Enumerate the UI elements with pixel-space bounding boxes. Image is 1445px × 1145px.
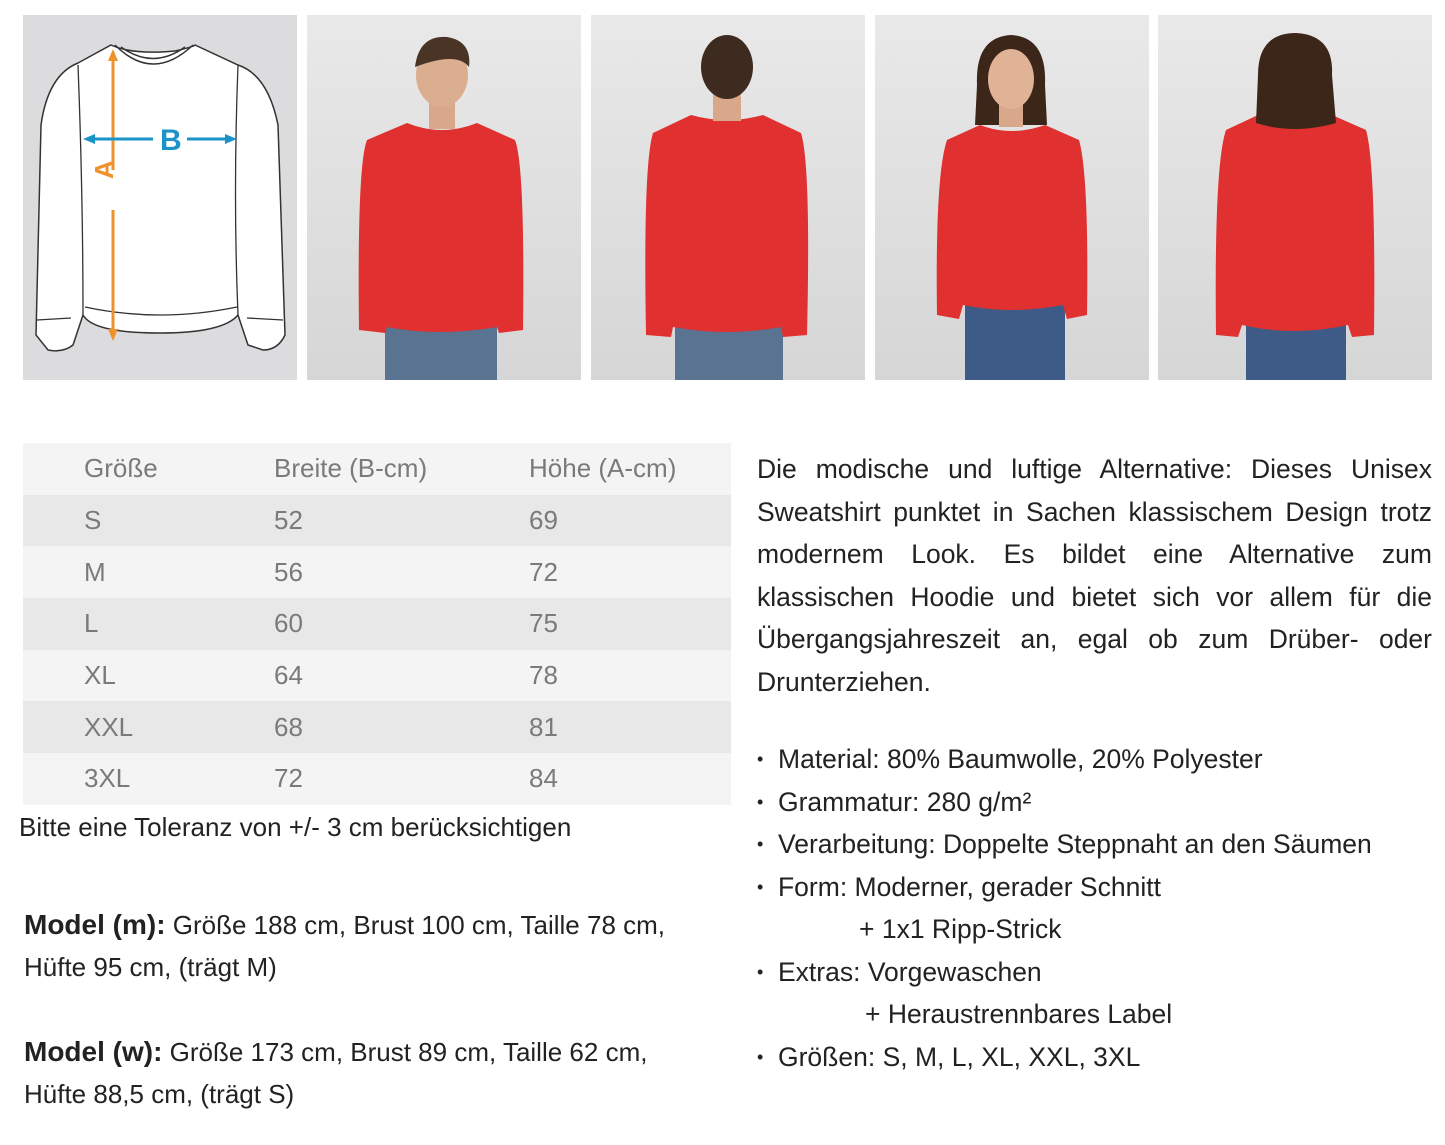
cell: S <box>84 505 102 536</box>
cell: 78 <box>529 660 558 691</box>
label-a: A <box>89 160 119 179</box>
cell: 81 <box>529 711 558 742</box>
feature-sizes: Größen: S, M, L, XL, XXL, 3XL <box>757 1036 1372 1079</box>
cell: 64 <box>274 660 303 691</box>
cell: 3XL <box>84 763 131 794</box>
cell: M <box>84 556 106 587</box>
cell: 52 <box>274 505 303 536</box>
photo-man-back <box>591 15 865 380</box>
feature-form: Form: Moderner, gerader Schnitt <box>757 866 1372 909</box>
label-b: B <box>160 124 182 157</box>
product-description: Die modische und luftige Alternative: Di… <box>757 454 1432 697</box>
header-width: Breite (B-cm) <box>274 453 428 484</box>
table-row: XL 64 78 <box>23 649 731 702</box>
model-w-info: Model (w): Größe 173 cm, Brust 89 cm, Ta… <box>24 1031 724 1115</box>
table-row: XXL 68 81 <box>23 701 731 754</box>
table-row: 3XL 72 84 <box>23 753 731 805</box>
feature-grammage: Grammatur: 280 g/m² <box>757 781 1372 824</box>
feature-material: Material: 80% Baumwolle, 20% Polyester <box>757 738 1372 781</box>
photo-woman-back <box>1158 15 1432 380</box>
size-diagram: A B <box>23 15 297 380</box>
model-m-line1: Größe 188 cm, Brust 100 cm, Taille 78 cm… <box>165 910 666 940</box>
cell: 72 <box>274 763 303 794</box>
model-w-line1: Größe 173 cm, Brust 89 cm, Taille 62 cm, <box>162 1037 648 1067</box>
cell: 69 <box>529 505 558 536</box>
model-m-info: Model (m): Größe 188 cm, Brust 100 cm, T… <box>24 904 724 988</box>
table-row: M 56 72 <box>23 546 731 599</box>
cell: 68 <box>274 711 303 742</box>
photo-woman-front <box>875 15 1149 380</box>
model-m-label: Model (m): <box>24 909 166 940</box>
model-w-line2: Hüfte 88,5 cm, (trägt S) <box>24 1079 295 1109</box>
model-w-label: Model (w): <box>24 1036 163 1067</box>
cell: 75 <box>529 608 558 639</box>
header-size: Größe <box>84 453 158 484</box>
size-table: Größe Breite (B-cm) Höhe (A-cm) S 52 69 M 5… <box>23 443 731 805</box>
feature-list: Material: 80% Baumwolle, 20% Polyester G… <box>757 738 1372 1078</box>
cell: 84 <box>529 763 558 794</box>
model-m-line2: Hüfte 95 cm, (trägt M) <box>24 952 277 982</box>
table-row: S 52 69 <box>23 494 731 547</box>
feature-processing: Verarbeitung: Doppelte Steppnaht an den … <box>757 823 1372 866</box>
feature-extras: Extras: Vorgewaschen <box>757 951 1372 994</box>
cell: XXL <box>84 711 134 742</box>
sweatshirt-outline-icon: A B <box>35 44 286 352</box>
cell: 56 <box>274 556 303 587</box>
cell: 60 <box>274 608 303 639</box>
feature-extras-detail: + Heraustrennbares Label <box>865 999 1173 1029</box>
table-header-row: Größe Breite (B-cm) Höhe (A-cm) <box>23 443 731 495</box>
photo-man-front <box>307 15 581 380</box>
tolerance-note: Bitte eine Toleranz von +/- 3 cm berücks… <box>19 812 572 842</box>
table-row: L 60 75 <box>23 598 731 650</box>
cell: XL <box>84 660 116 691</box>
feature-form-detail: + 1x1 Ripp-Strick <box>859 914 1062 944</box>
header-height: Höhe (A-cm) <box>529 453 677 484</box>
cell: 72 <box>529 556 558 587</box>
cell: L <box>84 608 99 639</box>
